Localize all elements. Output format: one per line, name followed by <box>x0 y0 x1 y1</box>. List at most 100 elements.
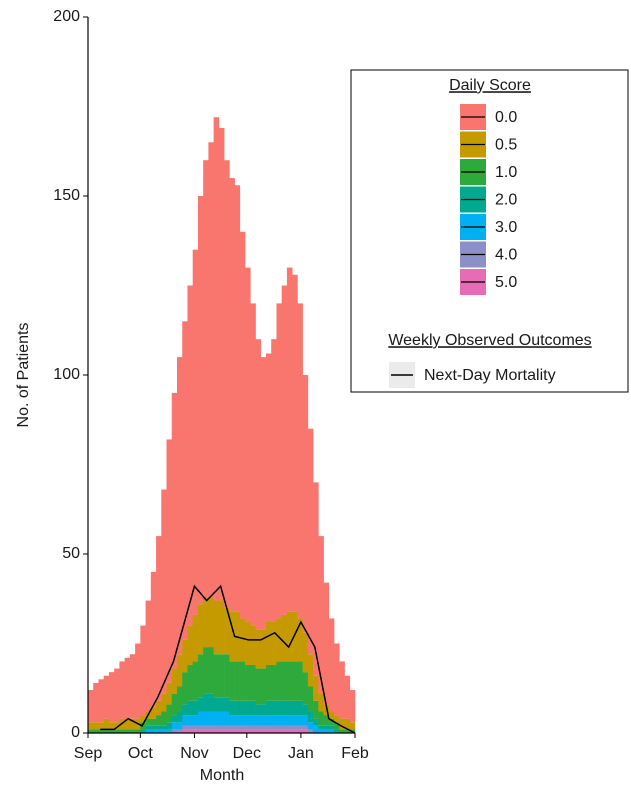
bar-segment <box>166 439 173 683</box>
x-tick-label: Feb <box>341 745 369 762</box>
bar-segment <box>140 715 146 723</box>
bar-segment <box>197 729 204 733</box>
bar-segment <box>260 715 267 726</box>
bar-segment <box>208 647 214 694</box>
bar-segment <box>281 614 288 662</box>
bar-segment <box>161 725 167 730</box>
bar-segment <box>318 536 324 694</box>
legend-label: 3.0 <box>495 219 517 236</box>
bar-segment <box>187 625 194 665</box>
legend-label: 4.0 <box>495 247 517 264</box>
bar-segment <box>297 700 303 716</box>
bar-segment <box>339 661 345 719</box>
bar-segment <box>187 729 194 733</box>
bar-segment <box>307 722 314 730</box>
bar-segment <box>88 722 94 730</box>
bar-segment <box>302 729 309 733</box>
bar-segment <box>203 725 209 730</box>
bar-segment <box>129 654 136 719</box>
y-axis-label: No. of Patients <box>15 323 32 428</box>
bar-segment <box>292 715 298 726</box>
bar-segment <box>218 725 225 730</box>
bar-segment <box>108 722 115 730</box>
bar-segment <box>140 729 146 733</box>
bar-segment <box>255 715 262 726</box>
bar-segment <box>224 654 230 698</box>
bar-segment <box>313 725 319 733</box>
bar-segment <box>323 725 330 730</box>
bar-segment <box>307 428 314 655</box>
bar-segment <box>328 729 335 733</box>
bar-segment <box>318 693 324 712</box>
bar-segment <box>213 725 220 730</box>
bar-segment <box>307 686 314 712</box>
bar-segment <box>239 729 246 733</box>
bar-segment <box>213 600 220 655</box>
y-tick-label: 100 <box>53 366 80 383</box>
y-tick-label: 0 <box>71 724 80 741</box>
bar-segment <box>292 611 298 662</box>
bar-segment <box>260 668 267 705</box>
bar-segment <box>156 715 162 726</box>
bar-segment <box>171 715 178 723</box>
bar-segment <box>271 725 277 730</box>
bar-segment <box>103 729 110 733</box>
bar-segment <box>177 686 183 712</box>
bar-segment <box>187 715 194 726</box>
bar-segment <box>271 729 277 733</box>
bar-segment <box>208 725 214 730</box>
bar-segment <box>239 725 246 730</box>
bar-segment <box>281 725 288 730</box>
bar-segment <box>171 668 178 694</box>
bar-segment <box>192 725 199 730</box>
bar-segment <box>224 697 230 712</box>
bar-segment <box>239 700 246 716</box>
bar-segment <box>187 725 194 730</box>
bar-segment <box>255 729 262 733</box>
bar-segment <box>108 672 115 723</box>
bar-segment <box>161 693 167 712</box>
bar-segment <box>260 357 267 630</box>
bar-segment <box>161 729 167 733</box>
bar-segment <box>260 729 267 733</box>
bar-segment <box>213 711 220 726</box>
bar-segment <box>208 693 214 712</box>
x-tick-label: Jan <box>288 745 314 762</box>
bar-segment <box>208 596 214 648</box>
bar-segment <box>292 725 298 730</box>
bar-segment <box>229 725 235 730</box>
bar-segment <box>177 729 183 733</box>
bar-segment <box>150 707 157 719</box>
bar-segment <box>171 729 178 733</box>
bar-segment <box>266 725 272 730</box>
bar-segment <box>145 600 152 712</box>
bar-segment <box>224 160 230 608</box>
bar-segment <box>271 715 277 726</box>
bar-segment <box>182 715 188 726</box>
bar-segment <box>266 353 272 623</box>
bar-segment <box>103 718 110 730</box>
bar-segment <box>250 664 256 701</box>
bar-segment <box>276 725 283 730</box>
bar-segment <box>302 715 309 726</box>
bar-segment <box>286 611 293 662</box>
bar-segment <box>245 267 251 623</box>
bar-segment <box>318 725 324 730</box>
bar-segment <box>229 700 235 716</box>
bar-segment <box>239 715 246 726</box>
bar-segment <box>302 632 309 673</box>
bar-segment <box>140 625 146 716</box>
bar-segment <box>266 664 272 701</box>
bar-segment <box>213 117 220 601</box>
bar-segment <box>213 729 220 733</box>
bar-segment <box>224 729 230 733</box>
bar-segment <box>286 729 293 733</box>
bar-segment <box>297 725 303 730</box>
x-axis-label: Month <box>200 767 244 784</box>
bar-segment <box>271 339 277 623</box>
bar-segment <box>98 729 105 733</box>
bar-segment <box>286 700 293 716</box>
bar-segment <box>328 618 335 712</box>
bar-segment <box>339 729 345 733</box>
